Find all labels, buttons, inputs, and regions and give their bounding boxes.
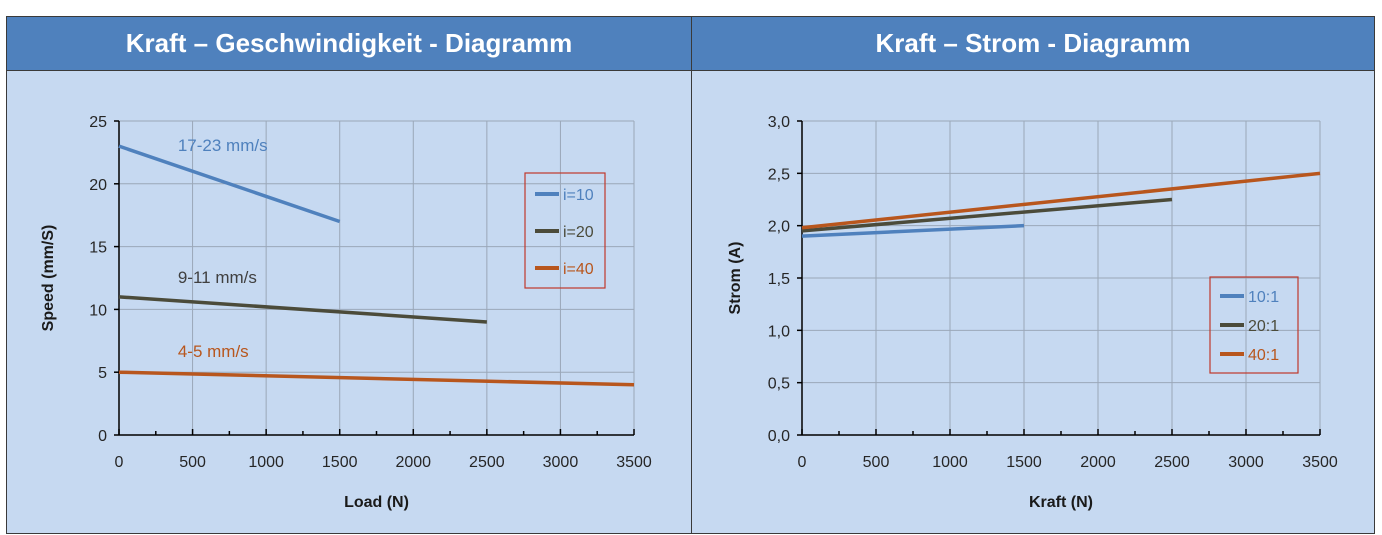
speed-y-tick-label: 15 [89, 240, 107, 257]
speed-legend-box [524, 172, 606, 289]
speed-annotation: 17-23 mm/s [178, 136, 268, 155]
speed-x-tick-label: 1000 [248, 454, 284, 471]
current-legend-label: 20:1 [1248, 318, 1279, 335]
current-y-tick-label: 1,0 [768, 323, 790, 340]
current-x-axis-label: Kraft (N) [1029, 494, 1093, 511]
speed-x-tick-label: 3500 [616, 454, 652, 471]
current-series-line-20:1 [801, 197, 1173, 233]
speed-x-tick-label: 3000 [543, 454, 579, 471]
speed-x-tick-label: 2000 [395, 454, 431, 471]
speed-y-tick-label: 5 [98, 365, 107, 382]
current-legend-box [1209, 276, 1299, 374]
speed-legend-label: i=40 [563, 261, 594, 278]
current-y-tick-label: 2,5 [768, 166, 790, 183]
speed-y-tick-label: 10 [89, 302, 107, 319]
current-legend-label: 10:1 [1248, 289, 1279, 306]
current-chart-panel: Kraft – Strom - Diagramm 0 500 1000 1500 200… [692, 17, 1374, 533]
speed-annotation: 9-11 mm/s [178, 268, 257, 287]
speed-annotation: 4-5 mm/s [178, 342, 249, 361]
speed-legend-label: i=10 [563, 187, 594, 204]
current-legend-label: 40:1 [1248, 347, 1279, 364]
speed-chart-title: Kraft – Geschwindigkeit - Diagramm [7, 17, 691, 71]
speed-y-tick-label: 0 [98, 428, 107, 445]
current-y-tick-label: 0,5 [768, 376, 790, 393]
current-x-tick-label: 2500 [1154, 454, 1190, 471]
current-y-tick-label: 1,5 [768, 271, 790, 288]
speed-series-line-i=10 [118, 144, 341, 224]
current-y-axis-label: Strom (A) [727, 242, 744, 315]
current-x-tick-label: 2000 [1080, 454, 1116, 471]
speed-y-tick-label: 25 [89, 114, 107, 131]
speed-x-tick-label: 2500 [469, 454, 505, 471]
speed-series-line-i=40 [118, 370, 635, 387]
speed-chart-panel: Kraft – Geschwindigkeit - Diagramm 0 500 1… [7, 17, 692, 533]
speed-x-tick-label: 0 [115, 454, 124, 471]
speed-x-tick-label: 1500 [322, 454, 358, 471]
speed-chart-area: 0 500 1000 1500 2000 2500 3000 3500 0 5 10 15 20 25 Lo… [7, 71, 691, 533]
current-x-tick-label: 1500 [1006, 454, 1042, 471]
current-x-tick-label: 0 [798, 454, 807, 471]
current-chart-title: Kraft – Strom - Diagramm [692, 17, 1374, 71]
current-y-tick-label: 3,0 [768, 114, 790, 131]
current-chart-area: 0 500 1000 1500 2000 2500 3000 3500 0,0 0,5 1,0 1,5… [692, 71, 1374, 533]
current-series-line-10:1 [801, 223, 1025, 238]
current-y-tick-label: 0,0 [768, 428, 790, 445]
current-series-line-40:1 [801, 171, 1321, 230]
current-x-tick-label: 500 [863, 454, 890, 471]
speed-series-line-i=20 [118, 295, 487, 324]
speed-y-axis-label: Speed (mm/S) [40, 225, 57, 332]
speed-x-tick-label: 500 [179, 454, 206, 471]
current-y-tick-label: 2,0 [768, 219, 790, 236]
current-x-tick-label: 3000 [1228, 454, 1264, 471]
speed-x-axis-label: Load (N) [344, 494, 409, 511]
speed-chart-svg: 0 500 1000 1500 2000 2500 3000 3500 0 5 10 15 20 25 Lo… [40, 114, 652, 511]
diagram-frame: Kraft – Geschwindigkeit - Diagramm 0 500 1… [6, 16, 1375, 534]
current-x-tick-label: 3500 [1302, 454, 1338, 471]
speed-y-tick-label: 20 [89, 177, 107, 194]
speed-legend-label: i=20 [563, 224, 594, 241]
current-chart-svg: 0 500 1000 1500 2000 2500 3000 3500 0,0 0,5 1,0 1,5… [727, 114, 1338, 511]
current-x-tick-label: 1000 [932, 454, 968, 471]
